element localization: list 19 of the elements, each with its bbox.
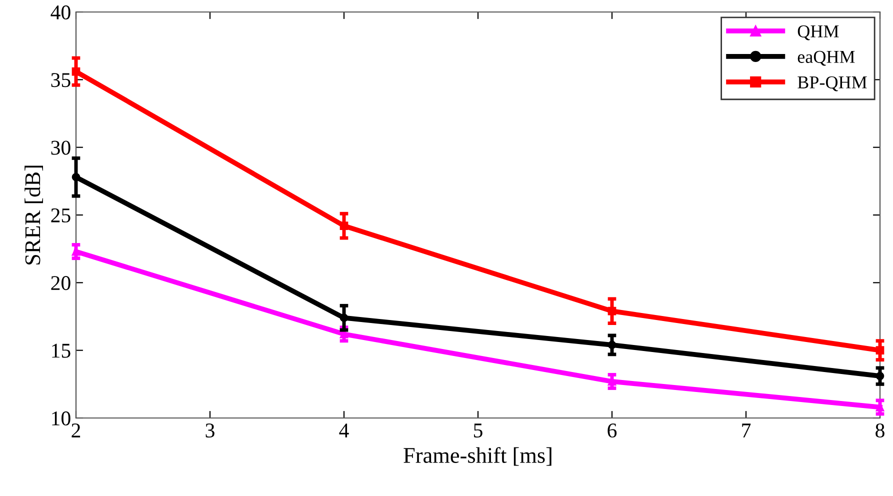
legend-label: BP-QHM: [798, 76, 867, 92]
x-tick-label: 2: [72, 424, 80, 438]
x-tick-label: 4: [339, 424, 349, 438]
y-tick-label: 10: [52, 411, 70, 426]
y-axis-title: SRER [dB]: [24, 166, 43, 264]
x-tick-label: 6: [608, 424, 617, 438]
x-tick-label: 7: [742, 424, 751, 438]
x-tick-label: 8: [876, 423, 884, 438]
y-tick-label: 25: [51, 208, 70, 222]
y-tick-label: 30: [51, 140, 70, 155]
y-tick-label: 40: [50, 5, 70, 20]
x-tick-label: 5: [474, 424, 482, 438]
legend-label: QHM: [798, 25, 839, 40]
legend-label: eaQHM: [798, 50, 855, 66]
y-tick-label: 15: [52, 344, 70, 358]
y-tick-label: 20: [51, 276, 70, 290]
x-axis-title: Frame-shift [ms]: [404, 447, 552, 466]
y-tick-label: 35: [51, 73, 70, 88]
x-tick-label: 3: [206, 424, 214, 438]
